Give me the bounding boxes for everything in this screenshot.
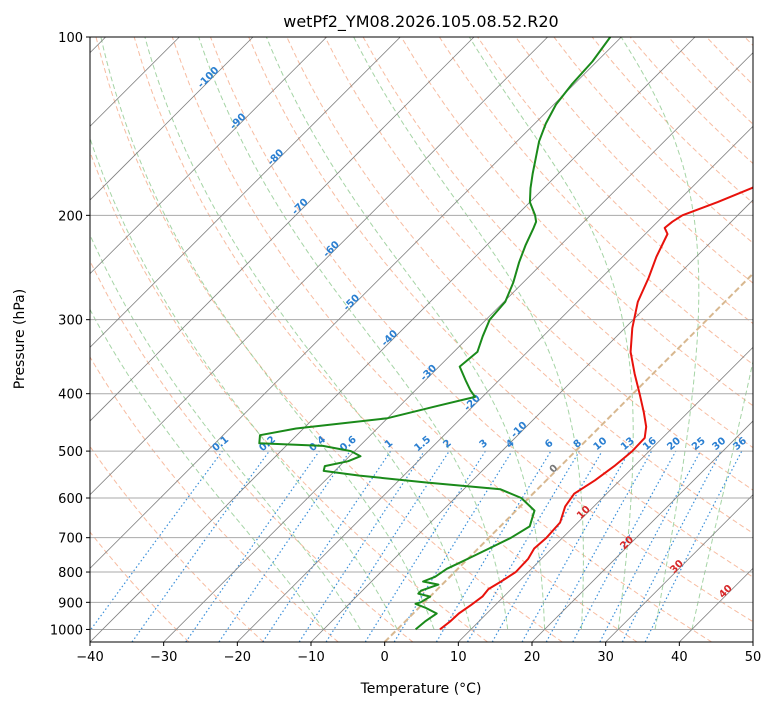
- x-tick-label: 20: [524, 650, 541, 665]
- moist-adiabat-line: [90, 308, 324, 630]
- moist-adiabat-line: [100, 37, 435, 630]
- y-tick-label: 600: [58, 492, 83, 507]
- y-tick-label: 800: [58, 566, 83, 581]
- y-tick-label: 900: [58, 596, 83, 611]
- grid-lines: [90, 37, 753, 642]
- isotherm-gridline: [310, 199, 753, 642]
- isotherm-gridline: [605, 494, 753, 642]
- isotherm-gridline: [90, 37, 622, 569]
- axes: −40 −30 −20 −10 0 10 20 30 40 50 100 200 300 400 500 60…: [50, 31, 761, 665]
- temperature-profile-line: [439, 186, 753, 631]
- moist-adiabat-line: [468, 37, 634, 630]
- x-tick-label: −30: [150, 650, 177, 665]
- dewpoint-profile-line: [258, 37, 612, 631]
- mixing-ratio-line: [393, 450, 513, 642]
- mixing-ratio-line: [545, 450, 653, 642]
- y-tick-label: 300: [58, 314, 83, 329]
- x-tick-label: 10: [450, 650, 467, 665]
- y-tick-label: 100: [58, 31, 83, 46]
- dry-adiabat-line: [210, 37, 753, 623]
- plot-area: [90, 37, 753, 642]
- plot-frame: [89, 36, 754, 643]
- chart-title: wetPf2_YM08.2026.105.08.52.R20: [283, 12, 558, 32]
- x-tick-label: −20: [224, 650, 251, 665]
- x-tick-label: 40: [671, 650, 688, 665]
- moist-adiabat-line: [353, 37, 584, 630]
- dry-adiabat-line: [133, 37, 638, 642]
- y-tick-label: 1000: [50, 623, 83, 638]
- isotherm-gridline: [90, 37, 254, 201]
- y-tick-label: 700: [58, 532, 83, 547]
- isotherm-gridline: [531, 420, 753, 642]
- moist-adiabat-line: [90, 233, 361, 630]
- profile-series: [258, 37, 753, 631]
- y-axis-title: Pressure (hPa): [12, 289, 28, 389]
- mixing-ratio-line: [325, 450, 450, 642]
- mixing-ratio-line: [572, 450, 677, 642]
- isotherm-gridline: [90, 37, 327, 275]
- moist-adiabat-line: [620, 37, 700, 630]
- dry-adiabat-line: [438, 37, 753, 366]
- moist-adiabat-line: [198, 37, 509, 630]
- dry-adiabat-line: [90, 356, 339, 642]
- dry-adiabat-line: [515, 37, 753, 284]
- dry-adiabat-line: [95, 37, 563, 642]
- y-tick-label: 500: [58, 445, 83, 460]
- x-tick-label: 50: [745, 650, 762, 665]
- x-tick-label: 30: [597, 650, 614, 665]
- isotherm-gridline: [163, 52, 753, 642]
- mixing-ratio-line: [90, 450, 223, 632]
- dry-adiabat-line: [90, 531, 190, 642]
- dry-adiabat-line: [90, 445, 264, 642]
- moist-adiabat-line: [265, 37, 546, 630]
- mixing-ratio-line: [644, 450, 743, 642]
- isotherm-gridline: [458, 346, 753, 642]
- mixing-ratio-lines: [90, 450, 743, 642]
- dry-adiabat-line: [90, 150, 488, 642]
- x-tick-label: 0: [381, 650, 389, 665]
- y-tick-label: 200: [58, 209, 83, 224]
- y-tick-label: 400: [58, 388, 83, 403]
- isotherm-gridline: [90, 37, 401, 348]
- isotherm-gridline: [90, 37, 696, 642]
- isotherm-gridline: [90, 37, 475, 422]
- moist-adiabat-line: [90, 136, 398, 630]
- isotherm-gridline: [90, 37, 548, 496]
- x-tick-label: −40: [76, 650, 103, 665]
- isotherm-gridline: [237, 125, 753, 642]
- dry-adiabat-line: [248, 37, 753, 578]
- mixing-ratio-line: [131, 450, 270, 642]
- moist-adiabat-line: [691, 358, 753, 630]
- mixing-ratio-line: [298, 450, 425, 642]
- x-axis-title: Temperature (°C): [360, 681, 482, 697]
- freezing-isotherm: [383, 272, 753, 642]
- dry-adiabat-line: [400, 37, 753, 407]
- mixing-ratio-line: [262, 450, 392, 642]
- mixing-ratio-line: [521, 450, 631, 642]
- x-tick-label: −10: [297, 650, 324, 665]
- dry-adiabat-line: [171, 37, 712, 642]
- mixing-ratio-line: [185, 450, 320, 642]
- mixing-ratio-line: [218, 450, 351, 642]
- dry-adiabat-line: [324, 37, 753, 491]
